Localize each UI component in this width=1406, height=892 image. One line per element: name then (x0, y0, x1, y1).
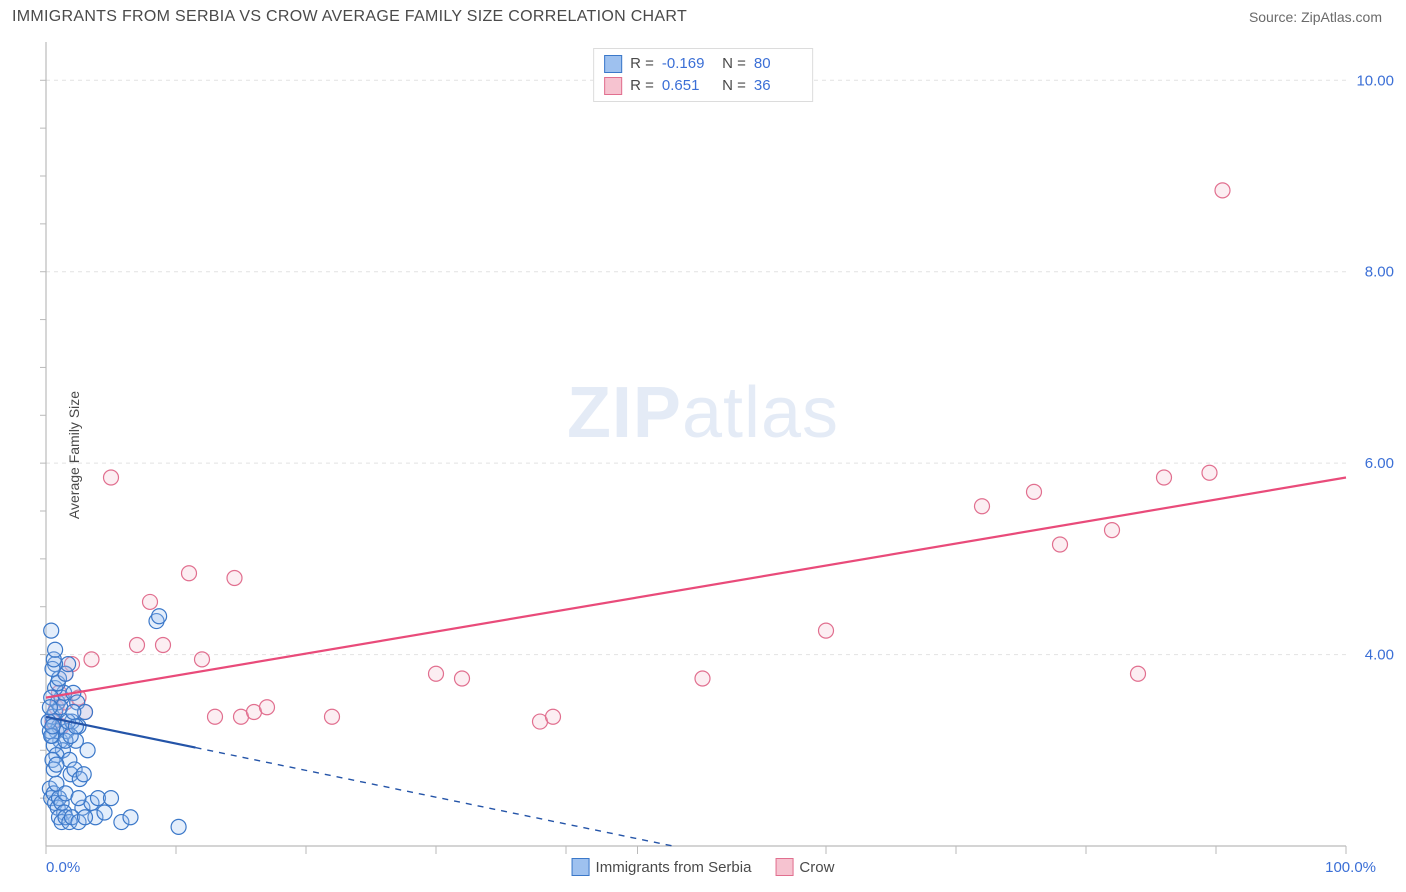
svg-text:4.00: 4.00 (1365, 647, 1394, 664)
legend-swatch (604, 77, 622, 95)
r-label: R = (630, 53, 654, 75)
r-label: R = (630, 75, 654, 97)
legend-item: Immigrants from Serbia (572, 858, 752, 876)
legend-label: Immigrants from Serbia (596, 859, 752, 876)
legend-swatch (775, 858, 793, 876)
y-axis-label: Average Family Size (66, 391, 82, 519)
x-axis-max-label: 100.0% (1325, 859, 1376, 876)
stats-row: R = 0.651 N = 36 (604, 75, 802, 97)
series-legend: Immigrants from Serbia Crow (572, 858, 835, 876)
n-label: N = (718, 75, 746, 97)
legend-swatch (604, 55, 622, 73)
chart-svg: 4.00 6.00 8.00 10.00 (0, 30, 1406, 880)
n-label: N = (718, 53, 746, 75)
legend-label: Crow (799, 859, 834, 876)
r-value: 0.651 (662, 75, 710, 97)
legend-item: Crow (775, 858, 834, 876)
legend-swatch (572, 858, 590, 876)
source-label: Source: ZipAtlas.com (1249, 9, 1382, 25)
stats-row: R = -0.169 N = 80 (604, 53, 802, 75)
svg-text:8.00: 8.00 (1365, 264, 1394, 281)
n-value: 36 (754, 75, 802, 97)
chart-title: IMMIGRANTS FROM SERBIA VS CROW AVERAGE F… (12, 8, 687, 26)
svg-text:6.00: 6.00 (1365, 455, 1394, 472)
n-value: 80 (754, 53, 802, 75)
stats-legend: R = -0.169 N = 80 R = 0.651 N = 36 (593, 48, 813, 102)
r-value: -0.169 (662, 53, 710, 75)
chart-area: Average Family Size ZIPatlas 4.006.008.0… (0, 30, 1406, 880)
svg-text:10.00: 10.00 (1356, 72, 1394, 89)
x-axis-min-label: 0.0% (46, 859, 80, 876)
